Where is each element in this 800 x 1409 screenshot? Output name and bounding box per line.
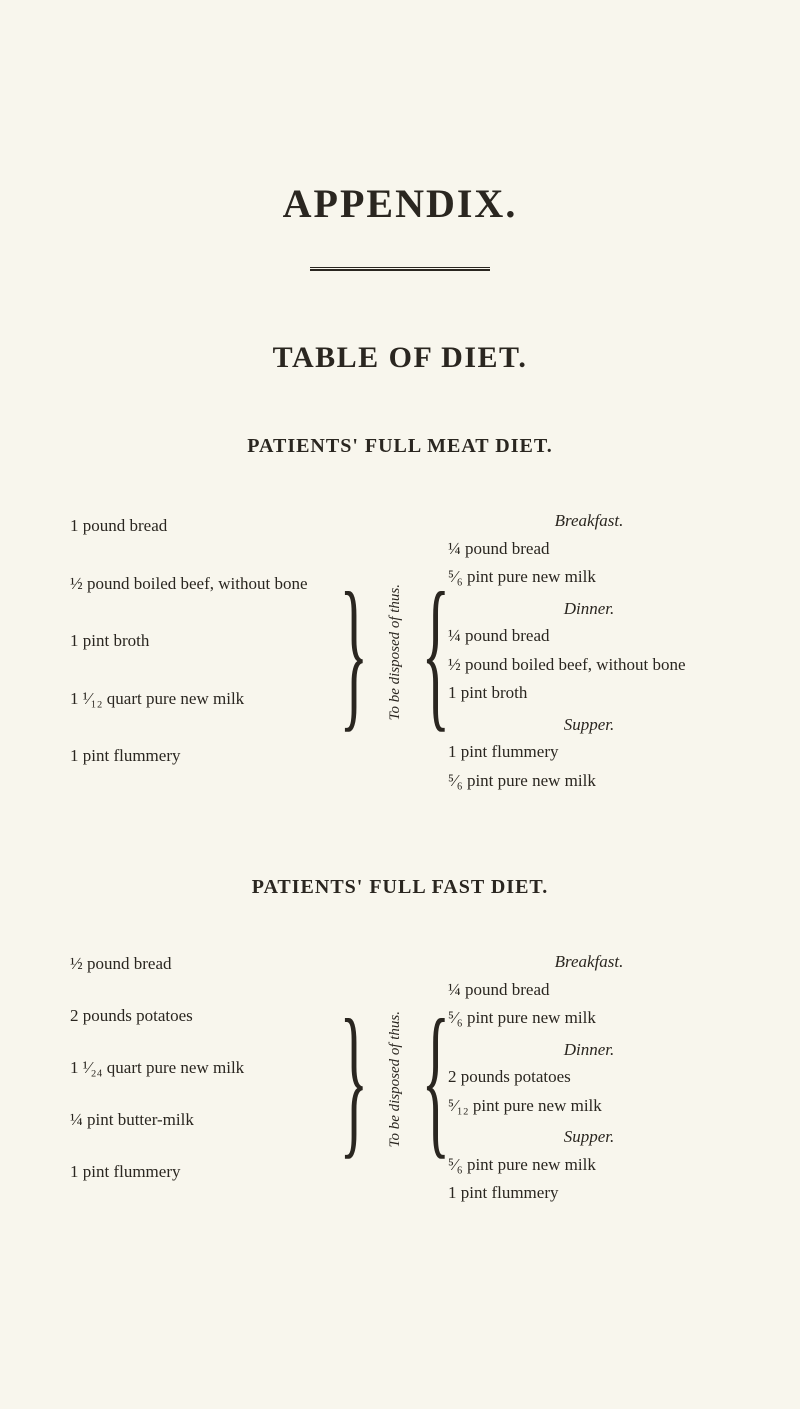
meal-item: 1 pint flummery	[448, 739, 730, 765]
meal-item: ⁵⁄₆ pint pure new milk	[448, 564, 730, 590]
dinner-heading: Dinner.	[448, 596, 730, 622]
meal-item: 1 pint broth	[448, 680, 730, 706]
meat-diet-block: 1 pound bread ½ pound boiled beef, witho…	[70, 508, 730, 796]
ingredient-item: ½ pound boiled beef, without bone	[70, 571, 342, 597]
table-of-diet-title: TABLE OF DIET.	[70, 341, 730, 375]
ingredient-item: ¼ pint butter-milk	[70, 1107, 342, 1133]
ingredient-item: 1 pint flummery	[70, 743, 342, 769]
meal-item: ⁵⁄₆ pint pure new milk	[448, 1152, 730, 1178]
brace-column: } To be disposed of thus. {	[350, 508, 440, 796]
meal-item: ¼ pound bread	[448, 977, 730, 1003]
ingredient-item: 1 pound bread	[70, 513, 342, 539]
meal-item: ¼ pound bread	[448, 623, 730, 649]
breakfast-heading: Breakfast.	[448, 508, 730, 534]
supper-heading: Supper.	[448, 712, 730, 738]
ingredient-item: 2 pounds potatoes	[70, 1003, 342, 1029]
left-brace-icon: {	[422, 1007, 451, 1152]
ingredient-item: 1 ¹⁄₂₄ quart pure new milk	[70, 1055, 342, 1081]
brace-column: } To be disposed of thus. {	[350, 949, 440, 1209]
appendix-title: APPENDIX.	[70, 180, 730, 227]
breakfast-heading: Breakfast.	[448, 949, 730, 975]
ingredient-item: 1 pint broth	[70, 628, 342, 654]
supper-heading: Supper.	[448, 1124, 730, 1150]
right-brace-icon: }	[340, 1007, 369, 1152]
ingredient-item: ½ pound bread	[70, 951, 342, 977]
meal-item: ⁵⁄₆ pint pure new milk	[448, 1005, 730, 1031]
fast-left-col: ½ pound bread 2 pounds potatoes 1 ¹⁄₂₄ q…	[70, 949, 350, 1209]
ingredient-item: 1 pint flummery	[70, 1159, 342, 1185]
divider-rule	[310, 267, 490, 271]
meal-item: 2 pounds potatoes	[448, 1064, 730, 1090]
meat-right-col: Breakfast. ¼ pound bread ⁵⁄₆ pint pure n…	[440, 508, 730, 796]
disposed-label: To be disposed of thus.	[384, 584, 407, 721]
dinner-heading: Dinner.	[448, 1037, 730, 1063]
meal-item: ⁵⁄₆ pint pure new milk	[448, 768, 730, 794]
fast-diet-block: ½ pound bread 2 pounds potatoes 1 ¹⁄₂₄ q…	[70, 949, 730, 1209]
right-brace-icon: }	[340, 580, 369, 725]
meal-item: ¼ pound bread	[448, 536, 730, 562]
fast-right-col: Breakfast. ¼ pound bread ⁵⁄₆ pint pure n…	[440, 949, 730, 1209]
left-brace-icon: {	[422, 580, 451, 725]
meat-left-col: 1 pound bread ½ pound boiled beef, witho…	[70, 508, 350, 796]
meat-diet-title: PATIENTS' FULL MEAT DIET.	[70, 435, 730, 458]
meal-item: ½ pound boiled beef, without bone	[448, 652, 730, 678]
meal-item: ⁵⁄₁₂ pint pure new milk	[448, 1093, 730, 1119]
ingredient-item: 1 ¹⁄₁₂ quart pure new milk	[70, 686, 342, 712]
meal-item: 1 pint flummery	[448, 1180, 730, 1206]
fast-diet-title: PATIENTS' FULL FAST DIET.	[70, 876, 730, 899]
disposed-label: To be disposed of thus.	[384, 1010, 407, 1147]
